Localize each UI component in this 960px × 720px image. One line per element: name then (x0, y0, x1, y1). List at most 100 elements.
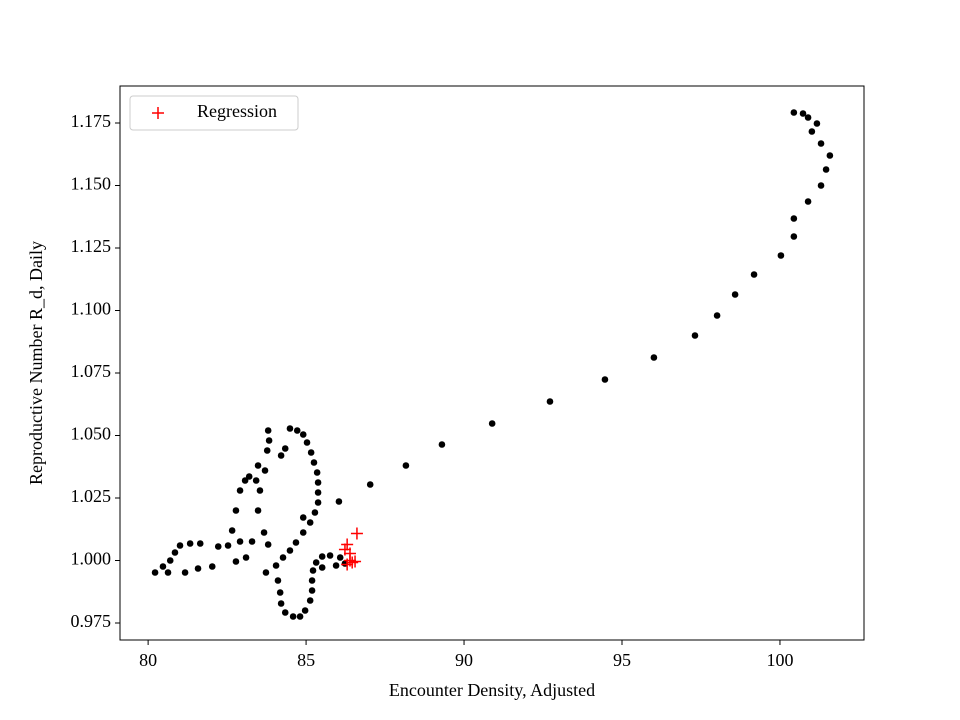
x-axis-label: Encounter Density, Adjusted (389, 680, 595, 700)
scatter-point (336, 554, 344, 561)
scatter-point (293, 427, 301, 434)
scatter-point (346, 556, 359, 569)
scatter-point (292, 539, 300, 546)
scatter-point (318, 553, 326, 560)
scatter-point (241, 477, 249, 484)
scatter-point (713, 312, 721, 319)
scatter-point (248, 538, 256, 545)
scatter-point (341, 538, 354, 551)
scatter-point (799, 110, 807, 117)
scatter-point (804, 114, 812, 121)
scatter-point (277, 452, 285, 459)
scatter-point (804, 198, 812, 205)
x-tick-label: 80 (139, 650, 157, 670)
y-tick-label: 1.175 (71, 111, 112, 131)
scatter-point (822, 166, 830, 173)
scatter-point (790, 109, 798, 116)
y-tick-label: 1.150 (71, 174, 112, 194)
scatter-point (261, 467, 269, 474)
scatter-point (313, 469, 321, 476)
plot-frame (119, 85, 865, 641)
y-tick-label: 1.050 (71, 424, 112, 444)
scatter-point (314, 499, 322, 506)
scatter-point (228, 527, 236, 534)
scatter-point (281, 445, 289, 452)
scatter-point (245, 473, 253, 480)
scatter-point (303, 439, 311, 446)
scatter-point (808, 128, 816, 135)
scatter-point (264, 427, 272, 434)
scatter-point (260, 529, 268, 536)
x-tick-label: 95 (613, 650, 631, 670)
scatter-point (817, 140, 825, 147)
scatter-point (176, 542, 184, 549)
y-tick-label: 1.100 (71, 299, 112, 319)
scatter-point (181, 569, 189, 576)
scatter-point (546, 398, 554, 405)
scatter-point (341, 558, 354, 571)
scatter-point (166, 557, 174, 564)
scatter-point (289, 613, 297, 620)
scatter-point (349, 555, 362, 568)
scatter-point (790, 233, 798, 240)
scatter-point (335, 498, 343, 505)
scatter-point (306, 519, 314, 526)
scatter-point (262, 569, 270, 576)
scatter-point (277, 600, 285, 607)
scatter-point (601, 376, 609, 383)
scatter-point (264, 541, 272, 548)
scatter-point (438, 441, 446, 448)
scatter-point (279, 554, 287, 561)
scatter-point (308, 577, 316, 584)
scatter-point (402, 462, 410, 469)
scatter-point (159, 563, 167, 570)
y-tick-label: 1.125 (71, 236, 112, 256)
scatter-point (242, 554, 250, 561)
scatter-point (691, 332, 699, 339)
scatter-point (299, 514, 307, 521)
scatter-point (236, 487, 244, 494)
scatter-point (265, 437, 273, 444)
scatter-point (309, 567, 317, 574)
scatter-point (171, 549, 179, 556)
scatter-point (826, 152, 834, 159)
scatter-point (281, 609, 289, 616)
scatter-point (232, 558, 240, 565)
scatter-point (254, 507, 262, 514)
scatter-point (817, 182, 825, 189)
scatter-point (299, 529, 307, 536)
scatter-point (276, 589, 284, 596)
scatter-point (254, 462, 262, 469)
y-tick-label: 0.975 (71, 611, 112, 631)
scatter-point (311, 509, 319, 516)
scatter-point (196, 540, 204, 547)
scatter-point (777, 252, 785, 259)
scatter-point (194, 565, 202, 572)
scatter-point (318, 564, 326, 571)
legend-box (129, 95, 299, 131)
y-tick-label: 1.025 (71, 486, 112, 506)
scatter-point (366, 481, 374, 488)
scatter-point (186, 540, 194, 547)
legend-label: Regression (197, 101, 277, 121)
scatter-point (214, 543, 222, 550)
scatter-point (263, 447, 271, 454)
scatter-point (310, 459, 318, 466)
scatter-point (314, 489, 322, 496)
scatter-point (151, 569, 159, 576)
legend-marker (152, 107, 164, 119)
scatter-point (731, 291, 739, 298)
scatter-point (332, 562, 340, 569)
scatter-point (813, 120, 821, 127)
scatter-point (272, 562, 280, 569)
scatter-point (256, 487, 264, 494)
scatter-point (301, 607, 309, 614)
scatter-point (326, 552, 334, 559)
scatter-point (308, 587, 316, 594)
scatter-point (164, 569, 172, 576)
scatter-point (252, 477, 260, 484)
scatter-point (350, 527, 363, 540)
x-tick-label: 100 (766, 650, 793, 670)
scatter-point (224, 542, 232, 549)
